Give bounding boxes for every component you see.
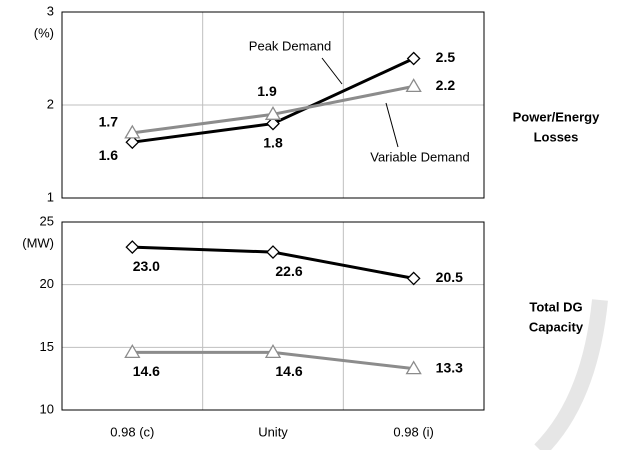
y-tick-label: 2 <box>47 96 54 111</box>
x-tick-label: 0.98 (i) <box>393 424 433 439</box>
marker <box>266 245 280 259</box>
value-label: 23.0 <box>133 258 160 274</box>
value-label: 1.8 <box>263 134 283 150</box>
plot-frame <box>61 221 485 411</box>
side-label: Losses <box>534 129 579 144</box>
value-label: 14.6 <box>133 363 160 379</box>
y-tick-label: 10 <box>40 401 54 416</box>
y-tick-label: 25 <box>40 213 54 228</box>
marker <box>406 271 421 286</box>
marker <box>406 51 421 66</box>
marker <box>124 124 141 139</box>
side-label: Power/Energy <box>513 109 600 124</box>
plot-frame <box>61 11 485 199</box>
y-unit: (%) <box>34 25 54 40</box>
value-label: 2.5 <box>436 49 456 65</box>
y-tick-label: 3 <box>47 3 54 18</box>
value-label: 1.6 <box>99 147 119 163</box>
marker <box>264 344 282 358</box>
leader-line <box>321 57 343 85</box>
annotation: Peak Demand <box>249 38 331 53</box>
marker <box>124 344 141 358</box>
annotation: Variable Demand <box>370 149 469 164</box>
marker <box>264 106 282 120</box>
value-label: 2.2 <box>436 77 456 93</box>
leader-line <box>385 102 399 148</box>
x-tick-label: 0.98 (c) <box>110 424 154 439</box>
x-tick-label: Unity <box>258 424 288 439</box>
y-unit: (MW) <box>22 235 54 250</box>
marker <box>125 240 140 254</box>
decoration <box>534 299 608 450</box>
value-label: 1.9 <box>257 83 277 99</box>
y-tick-label: 20 <box>40 276 54 291</box>
marker <box>266 116 280 131</box>
value-label: 1.7 <box>99 114 119 130</box>
value-label: 20.5 <box>436 269 463 285</box>
side-label: Capacity <box>529 319 584 334</box>
y-tick-label: 15 <box>40 339 54 354</box>
value-label: 22.6 <box>275 263 302 279</box>
y-tick-label: 1 <box>47 189 54 204</box>
marker <box>125 135 140 150</box>
value-label: 13.3 <box>436 359 463 375</box>
value-label: 14.6 <box>275 363 302 379</box>
marker <box>405 360 422 375</box>
marker <box>405 78 422 93</box>
side-label: Total DG <box>529 299 582 314</box>
